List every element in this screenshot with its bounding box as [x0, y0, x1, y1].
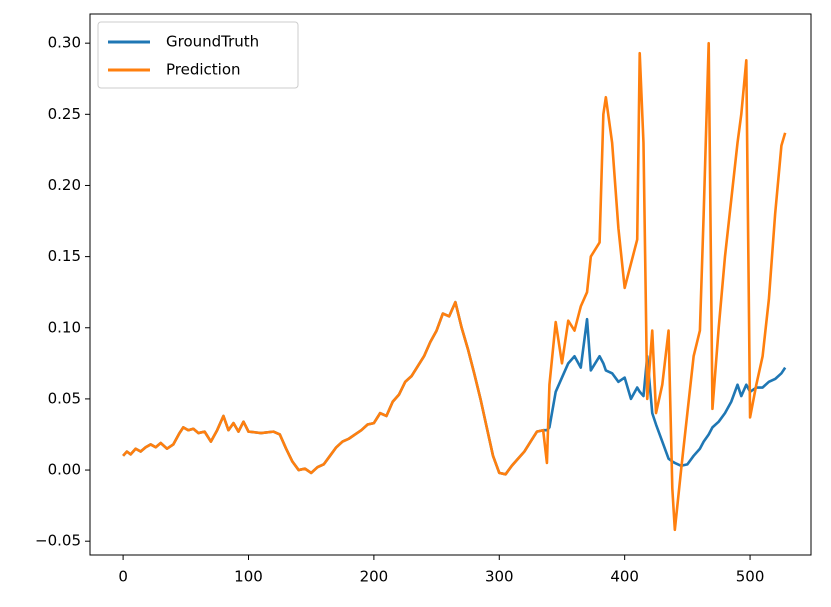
y-tick-label: −0.05 [35, 532, 81, 550]
legend-label: Prediction [166, 61, 241, 79]
plot-frame [89, 13, 812, 556]
line-series [122, 41, 787, 532]
legend-label: GroundTruth [166, 33, 259, 51]
y-tick-label: 0.25 [48, 105, 81, 123]
y-tick-label: 0.05 [48, 389, 81, 407]
x-tick-label: 0 [118, 568, 128, 586]
y-tick-label: 0.00 [48, 461, 81, 479]
y-tick-label: 0.20 [48, 176, 81, 194]
x-tick-label: 200 [360, 568, 389, 586]
x-tick-label: 400 [610, 568, 639, 586]
x-tick-label: 100 [234, 568, 263, 586]
y-tick-label: 0.15 [48, 247, 81, 265]
x-tick-label: 300 [485, 568, 514, 586]
line-series [122, 300, 787, 476]
y-tick-label: 0.10 [48, 318, 81, 336]
x-tick-label: 500 [736, 568, 765, 586]
y-tick-label: 0.30 [48, 34, 81, 52]
